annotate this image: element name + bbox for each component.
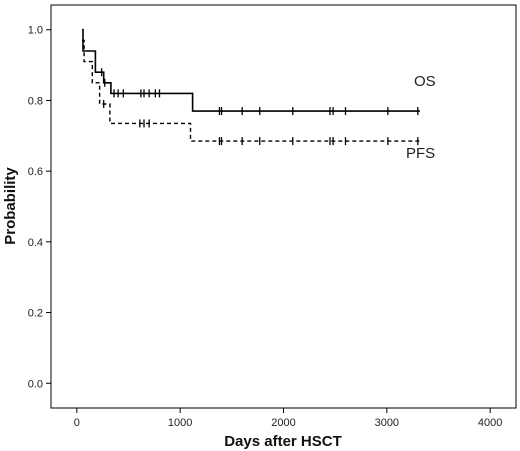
x-tick-label: 3000 bbox=[375, 417, 399, 429]
y-tick-label: 0.6 bbox=[28, 166, 43, 178]
y-tick-label: 0.2 bbox=[28, 308, 43, 320]
series-line-pfs bbox=[82, 39, 420, 142]
x-axis-title: Days after HSCT bbox=[224, 433, 342, 450]
x-tick-label: 4000 bbox=[478, 417, 502, 429]
x-tick-label: 0 bbox=[74, 417, 80, 429]
x-tick-label: 2000 bbox=[271, 417, 295, 429]
y-tick-label: 1.0 bbox=[28, 25, 43, 37]
y-tick-label: 0.8 bbox=[28, 95, 43, 107]
y-axis: 0.0 0.2 0.4 0.6 0.8 1.0 bbox=[28, 25, 51, 390]
x-tick-label: 1000 bbox=[168, 417, 192, 429]
y-tick-label: 0.4 bbox=[28, 237, 43, 249]
x-axis: 0 1000 2000 3000 4000 bbox=[74, 408, 502, 429]
series-line-os bbox=[82, 28, 420, 112]
series-layer bbox=[82, 28, 420, 146]
series-label-os: OS bbox=[414, 73, 436, 90]
plot-frame bbox=[50, 4, 517, 409]
series-label-pfs: PFS bbox=[406, 145, 435, 162]
y-axis-title: Probability bbox=[2, 167, 19, 245]
y-tick-label: 0.0 bbox=[28, 378, 43, 390]
